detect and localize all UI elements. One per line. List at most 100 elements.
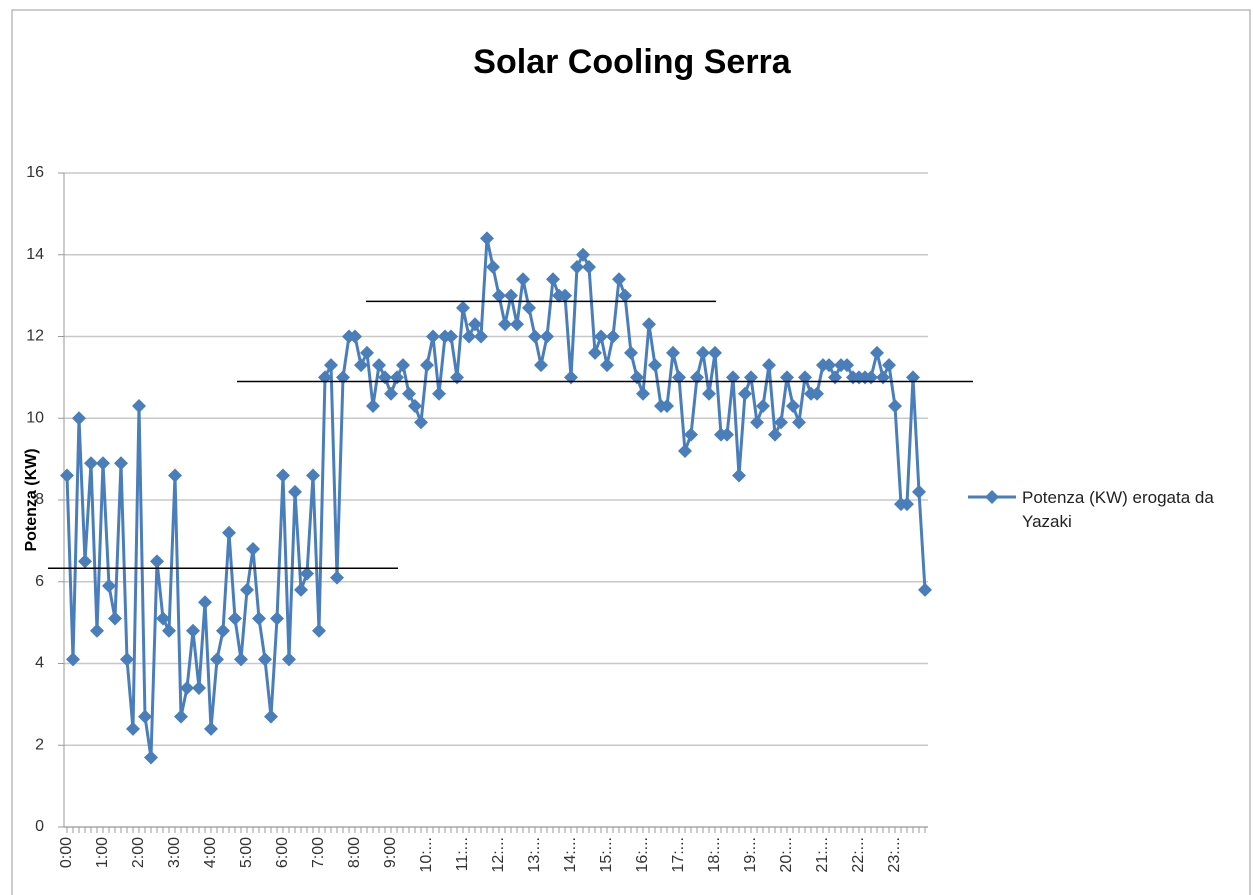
point-marker (468, 317, 482, 332)
point-marker (540, 329, 554, 344)
y-tick-label: 0 (35, 818, 44, 835)
point-marker (216, 623, 230, 638)
x-tick-label: 10:... (418, 837, 435, 873)
point-marker (732, 468, 746, 483)
y-tick-label: 16 (26, 164, 44, 181)
point-marker (252, 611, 266, 626)
point-marker (762, 358, 776, 373)
point-marker (642, 317, 656, 332)
point-marker (612, 272, 626, 287)
point-marker (678, 443, 692, 458)
point-marker (576, 247, 590, 262)
point-marker (348, 329, 362, 344)
point-marker (90, 623, 104, 638)
point-marker (594, 329, 608, 344)
point-marker (870, 345, 884, 360)
x-tick-label: 12:... (490, 837, 507, 873)
point-marker (756, 398, 770, 413)
point-marker (570, 260, 584, 275)
point-marker (234, 652, 248, 667)
y-tick-label: 2 (35, 736, 44, 753)
point-marker (156, 611, 170, 626)
point-marker (666, 345, 680, 360)
point-marker (264, 709, 278, 724)
x-tick-label: 8:00 (346, 837, 363, 868)
point-marker (912, 484, 926, 499)
x-tick-label: 23:... (886, 837, 903, 873)
point-marker (702, 386, 716, 401)
point-marker (330, 570, 344, 585)
point-marker (354, 358, 368, 373)
point-marker (648, 358, 662, 373)
point-marker (228, 611, 242, 626)
point-marker (360, 345, 374, 360)
point-marker (324, 358, 338, 373)
point-marker (504, 288, 518, 303)
point-marker (408, 398, 422, 413)
point-marker (276, 468, 290, 483)
point-marker (558, 288, 572, 303)
x-tick-label: 5:00 (238, 837, 255, 868)
legend-label: Potenza (KW) erogata da Yazaki (1022, 488, 1214, 531)
x-tick-label: 17:... (670, 837, 687, 873)
point-marker (306, 468, 320, 483)
point-marker (312, 623, 326, 638)
point-marker (300, 566, 314, 581)
point-marker (696, 345, 710, 360)
point-marker (144, 750, 158, 765)
point-marker (186, 623, 200, 638)
x-tick-label: 3:00 (166, 837, 183, 868)
point-marker (72, 411, 86, 426)
x-tick-label: 15:... (598, 837, 615, 873)
x-tick-label: 4:00 (202, 837, 219, 868)
point-marker (102, 578, 116, 593)
point-marker (126, 721, 140, 736)
x-tick-label: 18:... (706, 837, 723, 873)
point-marker (270, 611, 284, 626)
point-marker (174, 709, 188, 724)
point-marker (606, 329, 620, 344)
point-marker (624, 345, 638, 360)
point-marker (660, 398, 674, 413)
point-marker (180, 681, 194, 696)
chart-frame (11, 9, 1251, 895)
point-marker (288, 484, 302, 499)
x-tick-label: 9:00 (382, 837, 399, 868)
point-marker (546, 272, 560, 287)
point-marker (414, 415, 428, 430)
x-tick-label: 19:... (742, 837, 759, 873)
point-marker (510, 317, 524, 332)
point-marker (198, 595, 212, 610)
point-marker (282, 652, 296, 667)
point-marker (396, 358, 410, 373)
point-marker (498, 317, 512, 332)
y-tick-label: 14 (26, 246, 44, 263)
point-marker (600, 358, 614, 373)
point-marker (162, 623, 176, 638)
x-tick-label: 0:00 (58, 837, 75, 868)
point-marker (210, 652, 224, 667)
legend-marker (985, 490, 999, 504)
y-axis-label: Potenza (KW) (23, 448, 40, 551)
x-tick-label: 13:... (526, 837, 543, 873)
x-tick-label: 2:00 (130, 837, 147, 868)
point-marker (462, 329, 476, 344)
point-marker (258, 652, 272, 667)
point-marker (822, 358, 836, 373)
point-marker (114, 456, 128, 471)
x-tick-label: 11:... (454, 837, 471, 871)
point-marker (240, 582, 254, 597)
point-marker (582, 260, 596, 275)
point-marker (786, 398, 800, 413)
point-marker (474, 329, 488, 344)
y-tick-label: 8 (35, 491, 44, 508)
point-marker (918, 582, 932, 597)
point-marker (534, 358, 548, 373)
point-marker (294, 582, 308, 597)
point-marker (888, 398, 902, 413)
point-marker (84, 456, 98, 471)
x-tick-label: 16:... (634, 837, 651, 873)
point-marker (192, 681, 206, 696)
point-marker (618, 288, 632, 303)
